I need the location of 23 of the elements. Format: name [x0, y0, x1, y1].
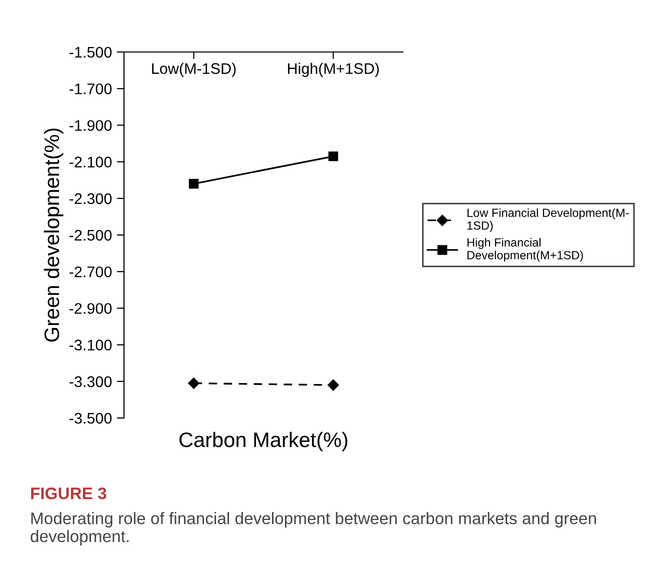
y-tick-label: -3.500: [70, 412, 112, 424]
x-tick-label: Low(M-1SD): [152, 62, 236, 77]
y-tick-label: -1.900: [70, 120, 112, 131]
x-tick-label: High(M+1SD): [288, 62, 379, 77]
x-axis-title: Carbon Market(%): [179, 432, 348, 452]
legend-label: Low Financial Development(M- 1SD): [467, 208, 629, 232]
y-tick-label: -1.700: [70, 83, 112, 94]
y-tick-label: -2.300: [70, 193, 112, 204]
caption: FIGURE 3: [31, 487, 106, 500]
legend-label: High Financial Development(M+1SD): [468, 238, 583, 262]
y-tick-label: -2.100: [70, 156, 112, 168]
point: [328, 379, 339, 391]
y-tick-label: -2.500: [70, 230, 112, 241]
point: [328, 151, 338, 162]
y-tick-label: -2.700: [70, 266, 112, 278]
y-tick-label: -1.500: [70, 46, 112, 58]
text: Moderating role of financial development between carbon markets and green development.: [30, 512, 596, 546]
point: [188, 178, 199, 189]
y-tick-label: -3.300: [70, 376, 112, 388]
y-axis-title: Green development(%): [44, 128, 64, 342]
point: [188, 378, 200, 389]
y-tick-label: -3.100: [70, 340, 112, 350]
y-tick-label: -2.900: [70, 303, 112, 314]
